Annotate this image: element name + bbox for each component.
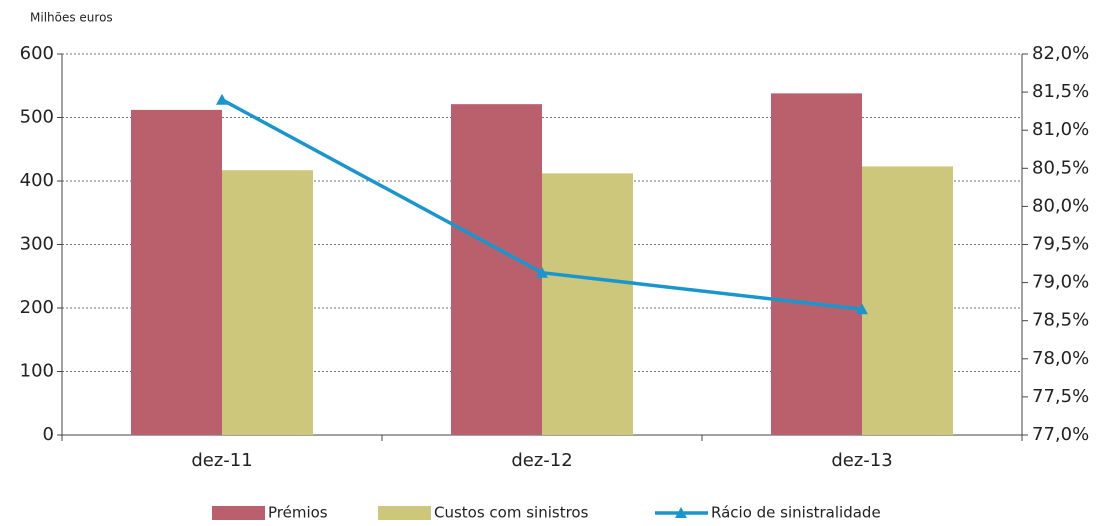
line-marker xyxy=(536,266,548,278)
x-tick-label: dez-13 xyxy=(831,450,892,471)
legend-swatch xyxy=(378,506,431,520)
legend-label: Prémios xyxy=(268,504,328,522)
y2-tick-label: 78,0% xyxy=(1032,348,1089,369)
y2-tick-label: 77,5% xyxy=(1032,386,1089,407)
y2-tick-label: 80,5% xyxy=(1032,157,1089,178)
y-tick-label: 500 xyxy=(20,107,54,128)
bar xyxy=(542,173,633,435)
x-tick-label: dez-12 xyxy=(511,450,572,471)
y2-tick-label: 81,5% xyxy=(1032,81,1089,102)
y2-tick-label: 82,0% xyxy=(1032,43,1089,64)
y-tick-label: 400 xyxy=(20,170,54,191)
y2-tick-label: 81,0% xyxy=(1032,119,1089,140)
y2-tick-label: 79,5% xyxy=(1032,234,1089,255)
line-marker xyxy=(216,93,228,105)
y2-tick-label: 79,0% xyxy=(1032,272,1089,293)
line-marker xyxy=(856,303,868,315)
y2-tick-label: 77,0% xyxy=(1032,424,1089,445)
bar xyxy=(771,93,862,436)
y-tick-label: 0 xyxy=(43,424,54,445)
bar xyxy=(222,170,313,435)
x-tick-label: dez-11 xyxy=(191,450,252,471)
y-axis-label: Milhões euros xyxy=(30,11,113,25)
legend-swatch xyxy=(212,506,265,520)
y2-tick-label: 80,0% xyxy=(1032,195,1089,216)
y-tick-label: 300 xyxy=(20,234,54,255)
bar xyxy=(131,109,222,435)
bar xyxy=(862,166,953,435)
y-tick-label: 600 xyxy=(20,43,54,64)
legend-label: Custos com sinistros xyxy=(434,504,589,522)
y2-tick-label: 78,5% xyxy=(1032,310,1089,331)
legend-label: Rácio de sinistralidade xyxy=(711,504,881,522)
y-tick-label: 100 xyxy=(20,361,54,382)
bar xyxy=(451,104,542,435)
y-tick-label: 200 xyxy=(20,297,54,318)
legend-marker xyxy=(675,507,687,518)
